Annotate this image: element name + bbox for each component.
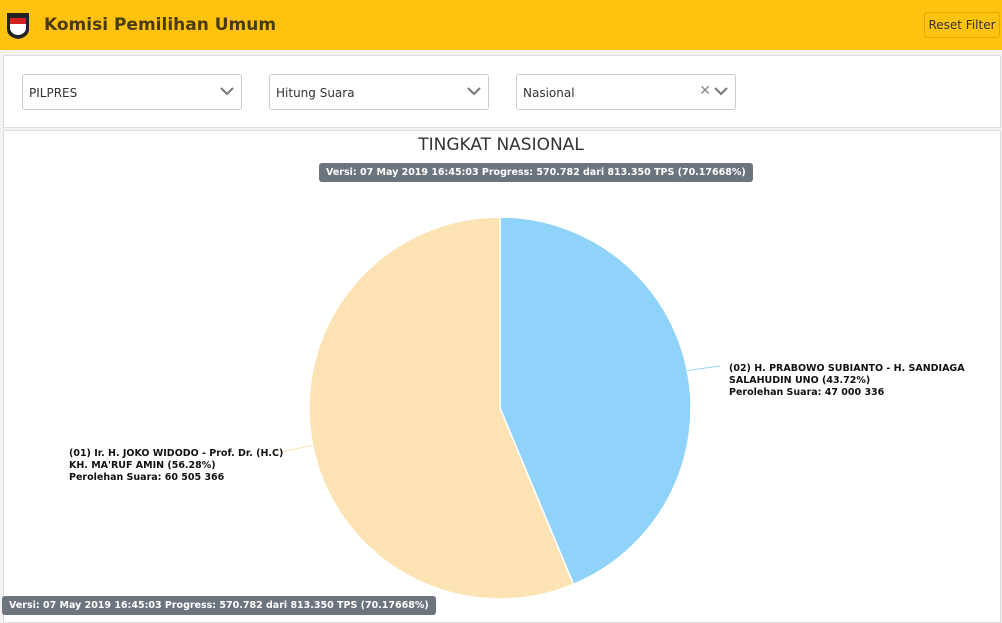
label-line: SALAHUDIN UNO (43.72%) [729, 375, 871, 386]
region-value: Nasional [523, 86, 575, 100]
count-type-select[interactable]: Hitung Suara [269, 74, 489, 110]
kpu-logo-icon [7, 13, 29, 39]
version-tooltip: Versi: 07 May 2019 16:45:03 Progress: 57… [319, 163, 753, 182]
chart-title: TINGKAT NASIONAL [418, 135, 584, 155]
clear-icon[interactable]: ✕ [699, 83, 711, 99]
top-bar: Komisi Pemilihan Umum Reset Filter [0, 0, 1002, 50]
region-select[interactable]: Nasional ✕ [516, 74, 736, 110]
app-title: Komisi Pemilihan Umum [44, 15, 277, 35]
label-line: (01) Ir. H. JOKO WIDODO - Prof. Dr. (H.C… [69, 448, 284, 459]
leader-line [687, 365, 721, 372]
leader-line [279, 444, 313, 453]
label-votes: Perolehan Suara: 60 505 366 [69, 472, 225, 483]
filter-panel: PILPRES Hitung Suara Nasional ✕ [3, 55, 1001, 128]
hover-tooltip: Versi: 07 May 2019 16:45:03 Progress: 57… [2, 596, 436, 615]
election-type-select[interactable]: PILPRES [22, 74, 242, 110]
reset-filter-button[interactable]: Reset Filter [924, 12, 1000, 38]
chevron-down-icon [714, 87, 728, 96]
pie-slice[interactable] [308, 216, 575, 600]
slice-label-02: (02) H. PRABOWO SUBIANTO - H. SANDIAGA S… [729, 363, 965, 399]
slice-label-01: (01) Ir. H. JOKO WIDODO - Prof. Dr. (H.C… [69, 448, 283, 484]
label-line: (02) H. PRABOWO SUBIANTO - H. SANDIAGA [729, 363, 965, 374]
label-votes: Perolehan Suara: 47 000 336 [729, 387, 885, 398]
chevron-down-icon [220, 87, 234, 96]
chevron-down-icon [467, 87, 481, 96]
label-line: KH. MA'RUF AMIN (56.28%) [69, 460, 216, 471]
count-type-value: Hitung Suara [276, 86, 355, 100]
election-type-value: PILPRES [29, 86, 78, 100]
